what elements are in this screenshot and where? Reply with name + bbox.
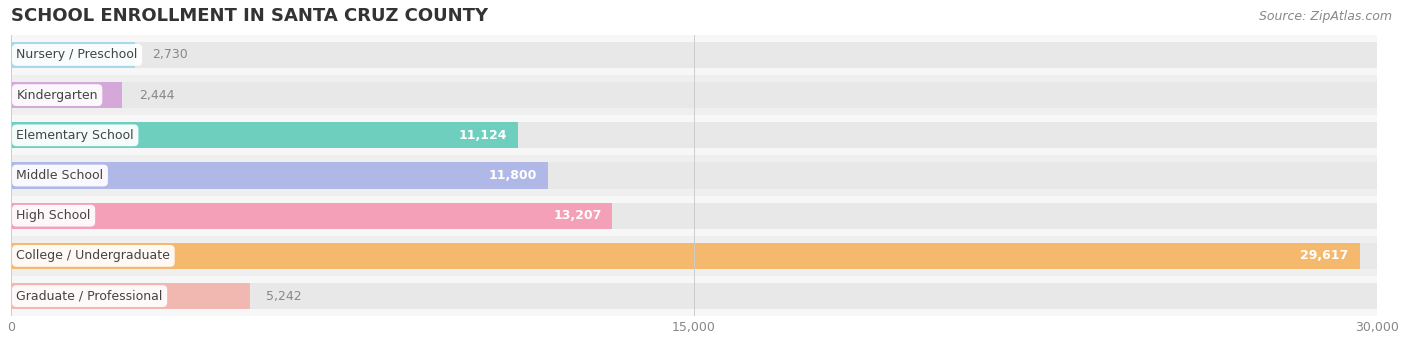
Text: Kindergarten: Kindergarten <box>17 89 98 102</box>
Text: High School: High School <box>17 209 91 222</box>
Text: Nursery / Preschool: Nursery / Preschool <box>17 48 138 61</box>
Bar <box>11 162 1376 189</box>
Bar <box>11 42 135 68</box>
Bar <box>11 243 1376 269</box>
Bar <box>11 82 122 108</box>
Bar <box>11 203 1376 229</box>
Text: 11,124: 11,124 <box>458 129 506 142</box>
Bar <box>11 196 1376 236</box>
Bar <box>11 82 1376 108</box>
Bar <box>11 42 1376 68</box>
Bar <box>11 162 548 189</box>
Bar <box>11 283 250 309</box>
Text: 2,444: 2,444 <box>139 89 174 102</box>
Bar <box>11 155 1376 196</box>
Bar <box>11 276 1376 316</box>
Text: 2,730: 2,730 <box>152 48 187 61</box>
Text: College / Undergraduate: College / Undergraduate <box>17 249 170 263</box>
Text: 5,242: 5,242 <box>266 290 302 302</box>
Bar <box>11 75 1376 115</box>
Text: 13,207: 13,207 <box>553 209 602 222</box>
Bar <box>11 122 1376 148</box>
Bar <box>11 203 613 229</box>
Bar <box>11 122 517 148</box>
Bar <box>11 35 1376 75</box>
Text: Source: ZipAtlas.com: Source: ZipAtlas.com <box>1258 10 1392 23</box>
Text: SCHOOL ENROLLMENT IN SANTA CRUZ COUNTY: SCHOOL ENROLLMENT IN SANTA CRUZ COUNTY <box>11 7 488 25</box>
Bar <box>11 115 1376 155</box>
Text: Middle School: Middle School <box>17 169 104 182</box>
Text: Elementary School: Elementary School <box>17 129 134 142</box>
Bar <box>11 283 1376 309</box>
Bar <box>11 236 1376 276</box>
Text: Graduate / Professional: Graduate / Professional <box>17 290 163 302</box>
Text: 29,617: 29,617 <box>1301 249 1348 263</box>
Text: 11,800: 11,800 <box>489 169 537 182</box>
Bar <box>11 243 1360 269</box>
